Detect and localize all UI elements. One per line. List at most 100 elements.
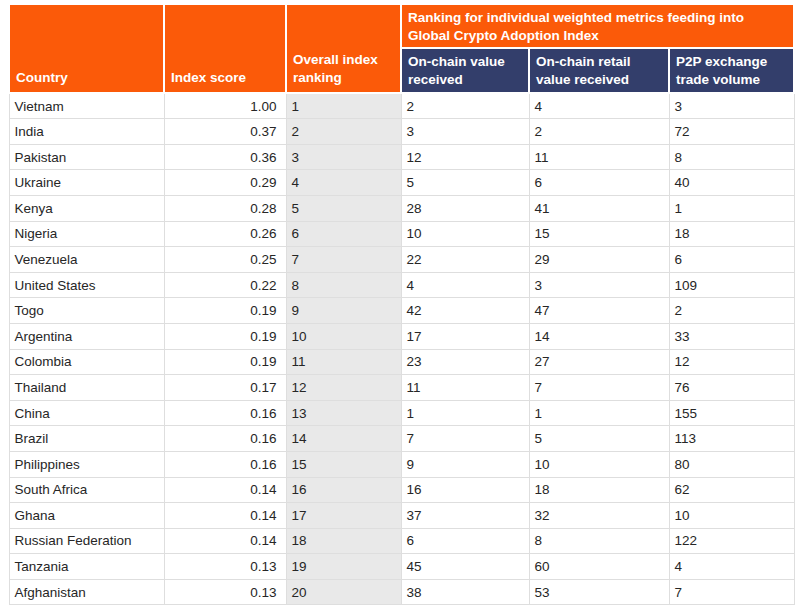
column-header-onchain-value-received: On-chain value received [401,48,529,93]
cell-overall-index-ranking: 10 [286,323,401,349]
cell-overall-index-ranking: 9 [286,298,401,324]
cell-onchain-retail-value-received: 5 [529,426,669,452]
cell-p2p-exchange-trade-volume: 113 [669,426,794,452]
cell-index-score: 0.13 [164,579,286,605]
cell-country: India [9,119,164,145]
table-row: Ghana0.1417373210 [9,503,794,529]
cell-onchain-value-received: 22 [401,247,529,273]
cell-onchain-retail-value-received: 11 [529,144,669,170]
crypto-adoption-index-table: Country Index score Overall index rankin… [8,3,795,605]
table-row: Nigeria0.266101518 [9,221,794,247]
cell-index-score: 0.36 [164,144,286,170]
crypto-adoption-index-page: Country Index score Overall index rankin… [0,3,800,605]
cell-onchain-retail-value-received: 7 [529,375,669,401]
cell-country: Afghanistan [9,579,164,605]
table-row: Pakistan0.36312118 [9,144,794,170]
cell-index-score: 0.37 [164,119,286,145]
cell-onchain-value-received: 17 [401,323,529,349]
cell-country: Argentina [9,323,164,349]
cell-onchain-value-received: 45 [401,554,529,580]
cell-index-score: 0.25 [164,247,286,273]
cell-onchain-retail-value-received: 29 [529,247,669,273]
cell-country: Kenya [9,195,164,221]
cell-onchain-value-received: 38 [401,579,529,605]
cell-p2p-exchange-trade-volume: 2 [669,298,794,324]
cell-index-score: 0.19 [164,349,286,375]
cell-country: United States [9,272,164,298]
cell-country: Nigeria [9,221,164,247]
cell-country: South Africa [9,477,164,503]
cell-overall-index-ranking: 11 [286,349,401,375]
cell-index-score: 0.14 [164,503,286,529]
cell-p2p-exchange-trade-volume: 1 [669,195,794,221]
cell-onchain-value-received: 42 [401,298,529,324]
table-row: Russian Federation0.141868122 [9,528,794,554]
cell-overall-index-ranking: 5 [286,195,401,221]
cell-overall-index-ranking: 20 [286,579,401,605]
cell-p2p-exchange-trade-volume: 62 [669,477,794,503]
cell-overall-index-ranking: 18 [286,528,401,554]
cell-overall-index-ranking: 6 [286,221,401,247]
table-row: Afghanistan0.132038537 [9,579,794,605]
cell-onchain-retail-value-received: 2 [529,119,669,145]
header-row-top: Country Index score Overall index rankin… [9,4,794,48]
table-body: Vietnam1.001243India0.3723272Pakistan0.3… [9,93,794,605]
cell-index-score: 0.16 [164,426,286,452]
cell-country: China [9,400,164,426]
cell-p2p-exchange-trade-volume: 40 [669,170,794,196]
cell-index-score: 1.00 [164,93,286,119]
table-row: Ukraine0.2945640 [9,170,794,196]
cell-overall-index-ranking: 2 [286,119,401,145]
cell-index-score: 0.14 [164,477,286,503]
cell-onchain-value-received: 9 [401,451,529,477]
cell-overall-index-ranking: 1 [286,93,401,119]
cell-overall-index-ranking: 15 [286,451,401,477]
cell-index-score: 0.19 [164,298,286,324]
cell-p2p-exchange-trade-volume: 76 [669,375,794,401]
cell-onchain-value-received: 23 [401,349,529,375]
cell-onchain-value-received: 6 [401,528,529,554]
cell-onchain-value-received: 5 [401,170,529,196]
cell-onchain-retail-value-received: 18 [529,477,669,503]
cell-p2p-exchange-trade-volume: 10 [669,503,794,529]
cell-onchain-retail-value-received: 8 [529,528,669,554]
cell-onchain-retail-value-received: 47 [529,298,669,324]
cell-p2p-exchange-trade-volume: 4 [669,554,794,580]
cell-p2p-exchange-trade-volume: 7 [669,579,794,605]
cell-p2p-exchange-trade-volume: 18 [669,221,794,247]
cell-country: Vietnam [9,93,164,119]
cell-onchain-retail-value-received: 27 [529,349,669,375]
table-row: Thailand0.171211776 [9,375,794,401]
table-row: United States0.22843109 [9,272,794,298]
cell-index-score: 0.16 [164,400,286,426]
cell-country: Ukraine [9,170,164,196]
table-row: India0.3723272 [9,119,794,145]
table-row: Vietnam1.001243 [9,93,794,119]
column-header-overall-index-ranking: Overall index ranking [286,4,401,93]
cell-onchain-value-received: 16 [401,477,529,503]
cell-onchain-value-received: 1 [401,400,529,426]
cell-overall-index-ranking: 4 [286,170,401,196]
table-row: Togo0.19942472 [9,298,794,324]
cell-index-score: 0.29 [164,170,286,196]
cell-onchain-retail-value-received: 60 [529,554,669,580]
cell-onchain-value-received: 12 [401,144,529,170]
cell-overall-index-ranking: 17 [286,503,401,529]
column-header-country: Country [9,4,164,93]
cell-onchain-retail-value-received: 32 [529,503,669,529]
cell-onchain-value-received: 3 [401,119,529,145]
table-row: Tanzania0.131945604 [9,554,794,580]
cell-onchain-retail-value-received: 3 [529,272,669,298]
column-header-onchain-retail-value-received: On-chain retail value received [529,48,669,93]
cell-country: Tanzania [9,554,164,580]
cell-onchain-value-received: 11 [401,375,529,401]
cell-p2p-exchange-trade-volume: 80 [669,451,794,477]
table-row: China0.161311155 [9,400,794,426]
cell-overall-index-ranking: 16 [286,477,401,503]
cell-onchain-retail-value-received: 15 [529,221,669,247]
cell-index-score: 0.13 [164,554,286,580]
column-header-p2p-exchange-trade-volume: P2P exchange trade volume [669,48,794,93]
cell-onchain-retail-value-received: 41 [529,195,669,221]
cell-onchain-value-received: 7 [401,426,529,452]
cell-country: Russian Federation [9,528,164,554]
